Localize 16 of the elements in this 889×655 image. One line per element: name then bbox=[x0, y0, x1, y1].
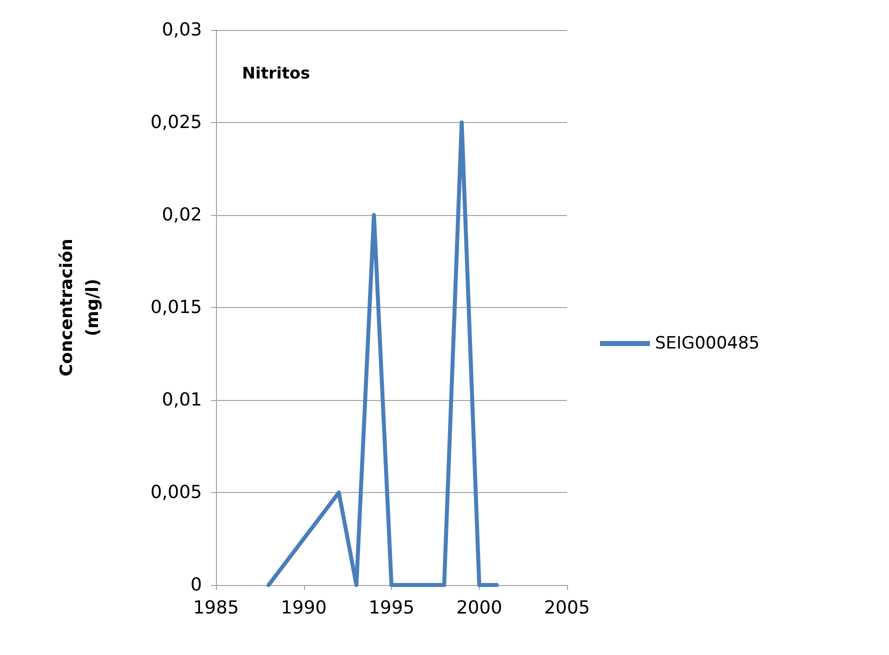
y-tick-label: 0 bbox=[190, 574, 202, 596]
y-tick-label: 0,01 bbox=[162, 390, 202, 410]
y-tick-label: 0,025 bbox=[150, 112, 202, 133]
legend-label: SEIG000485 bbox=[655, 334, 760, 354]
y-tick-label: 0,015 bbox=[150, 297, 202, 318]
y-tick-label: 0,005 bbox=[150, 482, 202, 503]
text: Nitritos bbox=[242, 64, 310, 82]
x-tick-label: 2005 bbox=[544, 598, 590, 618]
x-tick-label: 1985 bbox=[193, 598, 239, 618]
x-tick-label: 1995 bbox=[368, 598, 414, 618]
y-tick-label: 0,03 bbox=[162, 20, 202, 40]
y-tick-label: 0,02 bbox=[162, 204, 202, 226]
y-axis-title: Concentración (mg/l) bbox=[57, 238, 103, 376]
x-tick-label: 1990 bbox=[280, 598, 327, 618]
x-tick-label: 2000 bbox=[456, 598, 502, 618]
line-series bbox=[266, 120, 499, 587]
